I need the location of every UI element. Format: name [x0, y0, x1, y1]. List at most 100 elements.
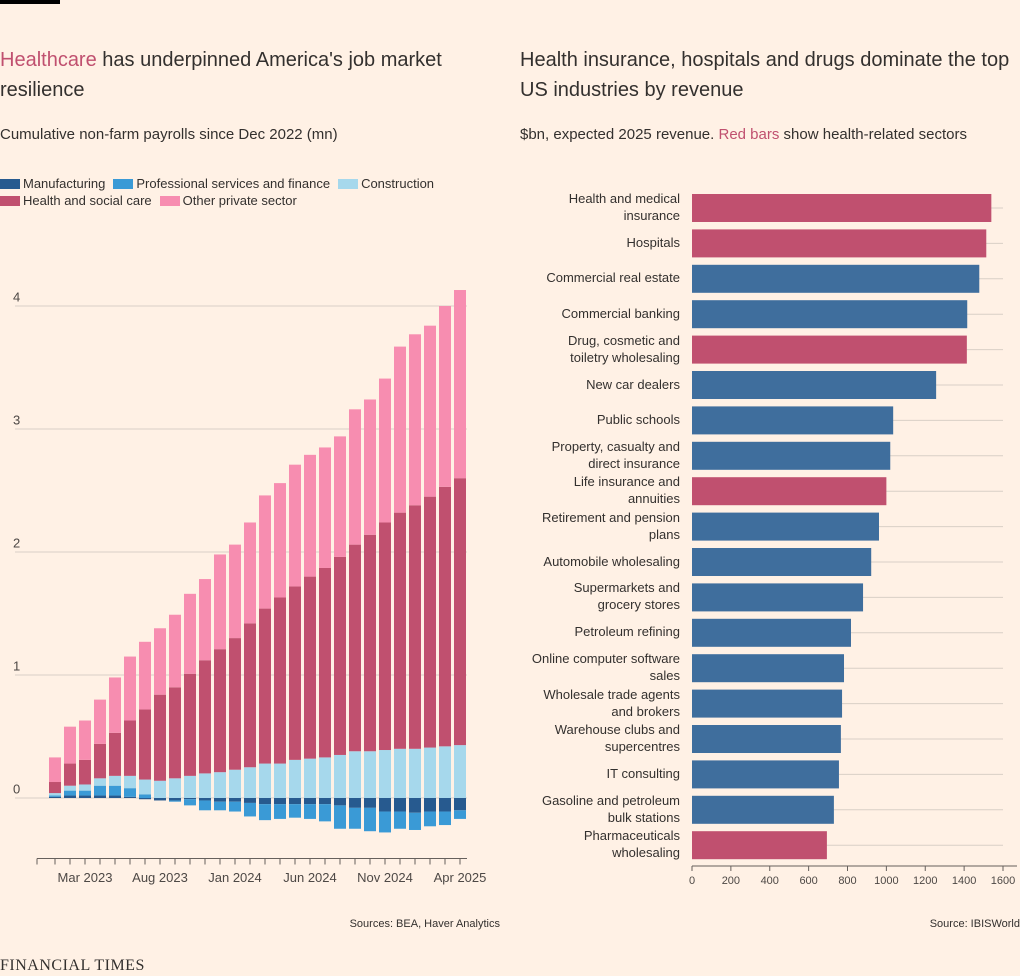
bar-segment — [274, 597, 286, 764]
subtitle-text: show health-related sectors — [783, 126, 967, 143]
bar-segment — [424, 747, 436, 798]
subtitle-highlight: Red bars — [718, 126, 780, 143]
bar-segment — [349, 544, 361, 752]
bar-segment — [214, 649, 226, 773]
legend-label: Professional services and finance — [136, 176, 331, 191]
y-tick-label: Petroleum refining — [574, 624, 681, 640]
bar-segment — [94, 778, 106, 786]
legend: Manufacturing Professional services and f… — [0, 176, 470, 208]
bar-segment — [109, 785, 121, 796]
bar-segment — [169, 798, 181, 801]
bar-segment — [49, 757, 61, 783]
y-tick-label: Commercial banking — [561, 305, 681, 321]
y-tick-label: Supermarkets and grocery stores — [573, 580, 680, 613]
bar-segment — [184, 673, 196, 776]
legend-label: Health and social care — [23, 193, 152, 208]
bar-segment — [289, 464, 301, 587]
legend-item: Professional services and finance — [113, 176, 330, 191]
bar-segment — [454, 745, 466, 798]
bar-segment — [364, 807, 376, 832]
bar-segment — [334, 556, 346, 755]
bar-segment — [244, 767, 256, 798]
bar-segment — [64, 785, 76, 791]
x-tick-label: 0 — [689, 875, 695, 887]
bar-segment — [424, 496, 436, 748]
y-tick-label: Automobile wholesaling — [543, 553, 680, 569]
bar-segment — [184, 799, 196, 806]
bar-segment — [394, 512, 406, 749]
bar-segment — [289, 798, 301, 805]
bar-segment — [139, 798, 151, 800]
y-tick-label: Wholesale trade agents and brokers — [543, 686, 680, 719]
bar-segment — [379, 522, 391, 751]
legend-item: Manufacturing — [0, 176, 105, 191]
x-tick-label: Apr 2025 — [434, 870, 487, 885]
y-tick-label: 1 — [13, 658, 20, 673]
bar-segment — [289, 759, 301, 798]
title-highlight: Healthcare — [0, 49, 97, 71]
y-tick-label: Health and medical insurance — [568, 191, 680, 223]
bar — [692, 618, 851, 647]
bar-segment — [199, 798, 211, 801]
x-tick-label: 1400 — [952, 875, 976, 887]
bar-segment — [154, 798, 166, 801]
bar-segment — [229, 798, 241, 802]
bar-segment — [244, 798, 256, 803]
bar-segment — [214, 801, 226, 811]
bar-segment — [304, 758, 316, 798]
bar-segment — [109, 732, 121, 776]
bar-segment — [409, 798, 421, 813]
y-tick-label: Gasoline and petroleum bulk stations — [541, 792, 680, 825]
bar-segment — [184, 798, 196, 800]
bar-segment — [229, 801, 241, 812]
x-tick-label: Jun 2024 — [283, 870, 337, 885]
bar-segment — [364, 534, 376, 752]
chart-subtitle: $bn, expected 2025 revenue. Red bars sho… — [520, 126, 967, 143]
bar-segment — [94, 699, 106, 744]
y-tick-label: Property, casualty and direct insurance — [551, 438, 680, 471]
bar-segment — [109, 795, 121, 798]
legend-item: Other private sector — [159, 193, 297, 208]
x-tick-label: 800 — [838, 875, 856, 887]
bar-segment — [229, 769, 241, 798]
bar — [692, 229, 987, 258]
y-tick-label: IT consulting — [606, 765, 680, 781]
bar-segment — [154, 628, 166, 695]
x-tick-label: Jan 2024 — [208, 870, 262, 885]
x-tick-label: 1000 — [874, 875, 898, 887]
bar-segment — [49, 795, 61, 797]
bar-segment — [259, 798, 271, 805]
bar-segment — [169, 687, 181, 779]
subtitle-text: $bn, expected 2025 revenue. — [520, 126, 715, 143]
bar-segment — [244, 522, 256, 624]
bar-segment — [304, 804, 316, 819]
bar-segment — [244, 802, 256, 817]
bar-segment — [79, 790, 91, 796]
y-tick-label: Pharmaceuticals wholesaling — [583, 828, 680, 861]
bar — [692, 583, 864, 612]
bar-segment — [139, 779, 151, 795]
bar — [692, 441, 891, 470]
bar-segment — [49, 782, 61, 794]
y-tick-label: Commercial real estate — [546, 270, 680, 286]
legend-swatch — [159, 195, 180, 206]
bar-segment — [394, 811, 406, 829]
bar-segment — [184, 593, 196, 674]
bar-segment — [169, 778, 181, 798]
bar — [692, 831, 827, 860]
bar-segment — [304, 798, 316, 805]
bar — [692, 300, 968, 329]
y-tick-label: Online computer software sales — [531, 651, 680, 684]
bar-segment — [124, 720, 136, 776]
bar-segment — [334, 754, 346, 798]
bar-segment — [364, 798, 376, 808]
bar-segment — [154, 780, 166, 798]
bar-segment — [439, 811, 451, 826]
legend-swatch — [338, 178, 359, 189]
bar-segment — [94, 795, 106, 798]
x-tick-label: Nov 2024 — [357, 870, 413, 885]
bar-segment — [349, 798, 361, 808]
y-tick-label: New car dealers — [586, 376, 680, 392]
